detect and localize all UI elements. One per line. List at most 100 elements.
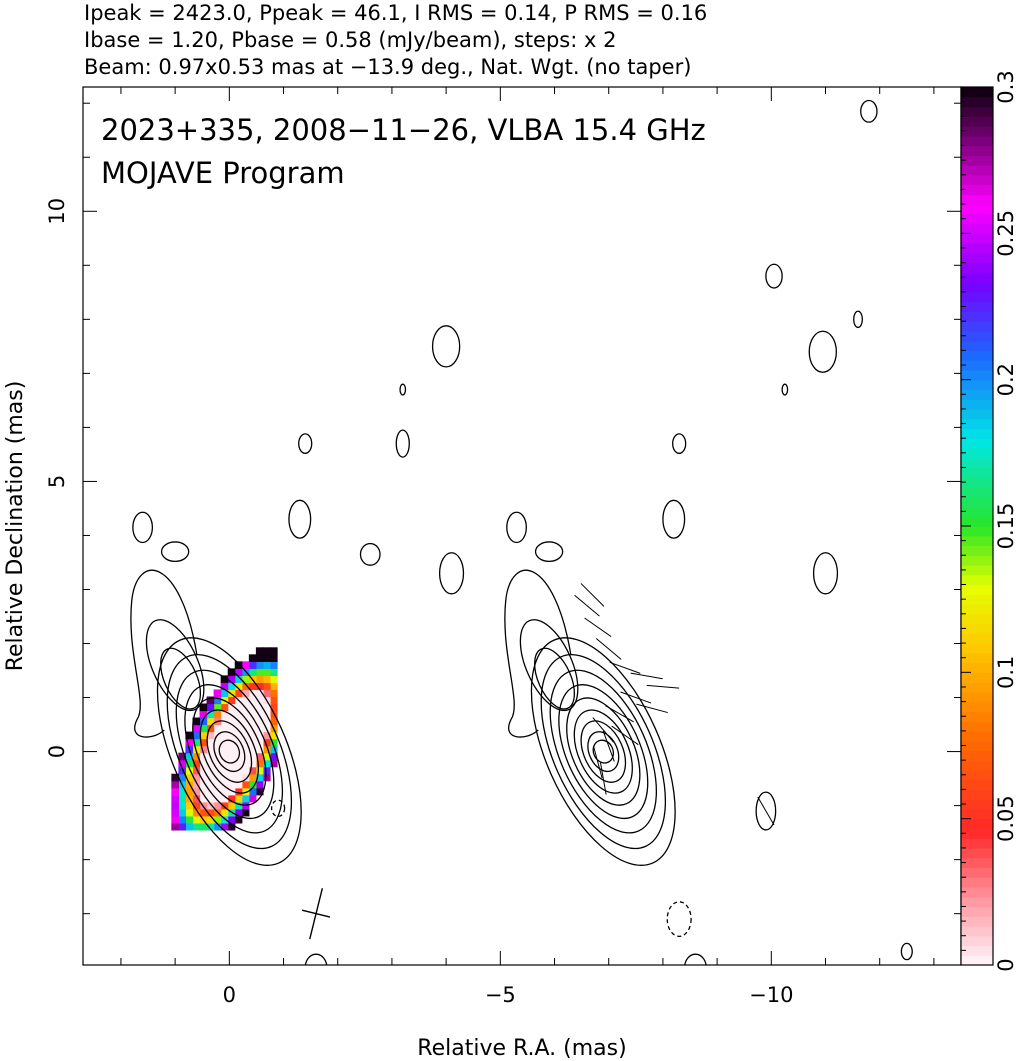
- polarization-pixel: [178, 822, 187, 831]
- polarization-pixel: [248, 752, 257, 761]
- colorbar-segment: [961, 87, 993, 98]
- polarization-pixel: [199, 766, 208, 775]
- y-tick-label: 10: [45, 198, 69, 225]
- polarization-pixel: [199, 703, 208, 712]
- colorbar-segment: [961, 584, 993, 595]
- colorbar-tick-label: 0.3: [994, 70, 1018, 103]
- polarization-pixel: [227, 801, 236, 810]
- colorbar-segment: [961, 213, 993, 225]
- colorbar-segment: [961, 838, 993, 849]
- core-contour: [156, 637, 302, 866]
- polarization-pixel: [262, 773, 271, 782]
- colorbar-segment: [961, 701, 993, 712]
- polarization-pixel: [241, 794, 250, 803]
- colorbar-segment: [961, 955, 993, 966]
- polarization-pixel: [206, 815, 215, 824]
- colorbar-segment: [961, 896, 993, 908]
- jet-contour: [519, 619, 579, 712]
- core-contour: [592, 739, 615, 764]
- colorbar-segment: [961, 769, 993, 781]
- polarization-pixel: [262, 717, 271, 726]
- polarization-pixel: [213, 703, 222, 712]
- polarization-pixel: [241, 773, 250, 782]
- colorbar-segment: [961, 779, 993, 790]
- polarization-pixel: [255, 682, 264, 691]
- colorbar-segment: [961, 252, 993, 264]
- polarization-pixel: [199, 738, 208, 747]
- colorbar-segment: [961, 925, 993, 937]
- polarization-pixel: [213, 738, 222, 747]
- polarization-pixel: [206, 731, 215, 740]
- polarization-pixel: [248, 661, 257, 669]
- jet-contour: [160, 647, 202, 710]
- polarization-pixel: [213, 710, 222, 719]
- jet-contour: [145, 619, 205, 712]
- evpa-vector: [611, 725, 639, 746]
- polarization-pixel: [220, 752, 229, 761]
- evpa-vector: [605, 705, 634, 723]
- polarization-pixel: [255, 696, 264, 705]
- polarization-pixel: [213, 773, 222, 782]
- polarization-pixel: [213, 780, 222, 789]
- colorbar-segment: [961, 428, 993, 439]
- polarization-pixel: [227, 682, 236, 691]
- colorbar-segment: [961, 808, 993, 820]
- polarization-pixel: [213, 745, 222, 754]
- colorbar-segment: [961, 282, 993, 293]
- polarization-pixel: [185, 787, 194, 796]
- polarization-pixel: [220, 766, 229, 775]
- polarization-pixel: [269, 696, 278, 705]
- polarization-pixel: [220, 787, 229, 796]
- polarization-pixel: [227, 724, 236, 733]
- colorbar-segment: [961, 389, 993, 400]
- noise-contour: [812, 552, 839, 595]
- core-contour: [199, 709, 259, 794]
- polarization-pixel: [255, 710, 264, 719]
- polarization-pixel: [227, 668, 236, 676]
- polarization-pixel: [255, 689, 264, 698]
- evpa-vector: [620, 691, 652, 704]
- plot-area: [130, 99, 913, 965]
- polarization-pixel: [241, 759, 250, 768]
- polarization-pixel: [171, 815, 179, 824]
- colorbar-segment: [961, 165, 993, 176]
- polarization-pixel: [269, 682, 278, 691]
- polarization-pixel: [192, 815, 201, 824]
- polarization-pixel: [220, 815, 229, 824]
- polarization-pixel: [234, 689, 243, 698]
- polarization-pixel: [185, 738, 194, 747]
- polarization-pixel: [192, 759, 201, 768]
- colorbar-segment: [961, 691, 993, 703]
- jet-contour: [534, 647, 576, 710]
- colorbar-frame: [960, 86, 994, 966]
- colorbar-segment: [961, 750, 993, 761]
- colorbar-segment: [961, 311, 993, 322]
- polarization-pixel: [227, 780, 236, 789]
- polarization-pixel: [248, 717, 257, 726]
- evpa-vector: [757, 796, 775, 826]
- polarization-pixel: [241, 675, 250, 684]
- polarization-pixel: [220, 682, 229, 691]
- polarization-pixel: [171, 794, 179, 803]
- polarization-pixel: [192, 752, 201, 761]
- noise-contour: [534, 541, 564, 563]
- polarization-pixel: [255, 717, 264, 726]
- polarization-pixel: [206, 822, 215, 831]
- noise-contour: [359, 542, 381, 566]
- colorbar-segment: [961, 272, 993, 283]
- polarization-pixel: [199, 752, 208, 761]
- colorbar-segment: [961, 243, 993, 254]
- polarization-pixel: [220, 731, 229, 740]
- polarization-pixel: [262, 668, 271, 676]
- polarization-pixel: [192, 773, 201, 782]
- colorbar-segment: [961, 418, 993, 430]
- polarization-pixel: [241, 766, 250, 775]
- x-tick-label: −10: [749, 983, 793, 1007]
- evpa-vector: [599, 762, 607, 795]
- colorbar-segment: [961, 721, 993, 732]
- colorbar-segment: [961, 496, 993, 508]
- jet-contour: [504, 569, 572, 738]
- colorbar-segment: [961, 526, 993, 537]
- colorbar-segment: [961, 662, 993, 673]
- colorbar-segment: [961, 789, 993, 800]
